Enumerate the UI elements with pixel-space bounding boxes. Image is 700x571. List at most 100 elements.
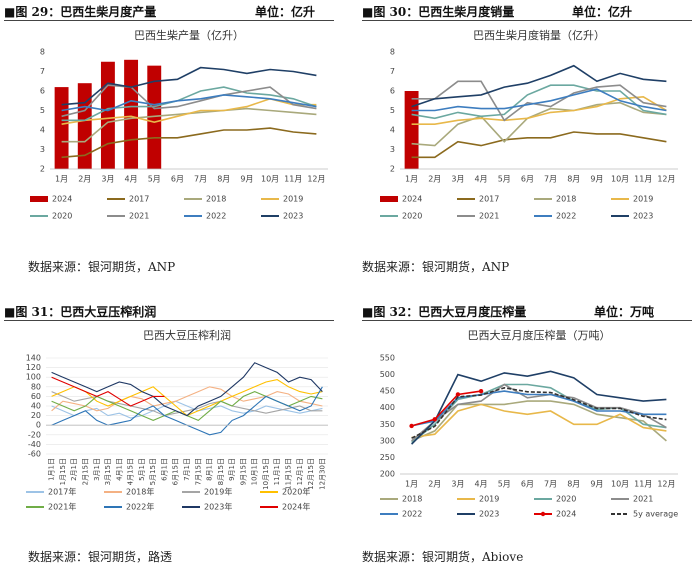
y-tick-label: 20 — [31, 411, 41, 420]
legend-label: 2022 — [206, 212, 226, 221]
legend-label: 2021年 — [48, 502, 76, 512]
x-tick-label: 5月 — [148, 175, 161, 184]
series-line — [61, 127, 317, 159]
x-tick-label: 7月15日 — [194, 458, 202, 485]
x-tick-label: 10月 — [261, 175, 279, 184]
x-tick-label: 9月 — [240, 175, 253, 184]
x-tick-label: 8月 — [217, 175, 230, 184]
y-tick-label: 60 — [31, 392, 41, 401]
x-tick-label: 7月1日 — [183, 458, 191, 481]
series-line — [411, 84, 667, 120]
x-tick-label: 8月 — [567, 480, 580, 489]
unit: 单位：亿升 — [255, 5, 316, 19]
y-tick-label: -40 — [28, 440, 41, 449]
legend-label: 2019 — [633, 195, 653, 204]
x-tick-label: 7月 — [544, 175, 557, 184]
unit: 单位：万吨 — [594, 305, 655, 319]
y-tick-label: 0 — [36, 421, 41, 430]
series-line — [411, 64, 667, 108]
x-tick-label: 9月 — [590, 175, 603, 184]
bar — [147, 65, 162, 169]
x-tick-label: 5月1日 — [138, 458, 146, 481]
legend-label: 2020 — [556, 495, 576, 504]
rule — [4, 20, 334, 21]
series-line — [411, 386, 667, 439]
legend-label: 2023 — [283, 212, 303, 221]
y-tick-label: -20 — [28, 430, 41, 439]
caption-text: 图 30：巴西生柴月度销量 — [373, 5, 515, 19]
x-tick-label: 6月15日 — [172, 458, 180, 485]
x-tick-label: 6月 — [521, 480, 534, 489]
series-line — [411, 95, 667, 125]
series-line — [411, 80, 667, 122]
legend-label: 2022 — [402, 510, 422, 519]
x-tick-label: 5月15日 — [149, 458, 157, 485]
y-tick-label: 80 — [31, 382, 41, 391]
rule — [362, 320, 692, 321]
chart-title: 巴西生柴产量（亿升） — [134, 28, 244, 42]
y-tick-label: 3 — [40, 145, 45, 154]
x-tick-label: 1月15日 — [59, 458, 67, 485]
x-tick-label: 6月 — [171, 175, 184, 184]
chart-title: 巴西大豆压榨利润 — [143, 328, 231, 342]
x-tick-label: 1月 — [405, 480, 418, 489]
series-line — [61, 94, 317, 112]
y-tick-label: 200 — [380, 470, 395, 479]
bar — [100, 61, 115, 169]
source: 数据来源：银河期货，路透 — [28, 550, 173, 564]
series-line — [61, 84, 317, 118]
legend-label: 2019 — [283, 195, 303, 204]
legend-label: 2022年 — [126, 502, 154, 512]
y-tick-label: 350 — [380, 420, 395, 429]
y-tick-label: 8 — [40, 48, 45, 57]
series-line — [411, 383, 667, 442]
legend-marker — [540, 511, 546, 517]
legend-label: 5y average — [633, 510, 678, 519]
x-tick-label: 2月15日 — [81, 458, 89, 485]
y-tick-label: 7 — [390, 67, 395, 76]
x-tick-label: 4月 — [475, 175, 488, 184]
caption-text: 图 31：巴西大豆压榨利润 — [15, 305, 157, 319]
y-tick-label: 450 — [380, 387, 395, 396]
x-tick-label: 2月 — [428, 175, 441, 184]
caption: ■图 30：巴西生柴月度销量 — [362, 5, 515, 19]
y-tick-label: 7 — [40, 67, 45, 76]
series-line — [411, 370, 667, 445]
x-tick-label: 12月 — [657, 175, 675, 184]
legend-label: 2023 — [633, 212, 653, 221]
caption: ■图 29：巴西生柴月度产量 — [4, 5, 157, 19]
x-tick-label: 7月 — [544, 480, 557, 489]
x-tick-label: 3月 — [451, 175, 464, 184]
rule — [4, 320, 334, 321]
legend-label: 2018年 — [126, 487, 154, 497]
chart-title: 巴西大豆月度压榨量（万吨） — [468, 328, 611, 342]
x-tick-label: 12月15日 — [307, 458, 315, 490]
y-tick-label: 100 — [26, 373, 41, 382]
chart: 巴西生柴产量（亿升） 2 3 4 5 6 7 8 1月 2月 3月 4月 5月 6月 7月 8月 9月 10月 11… — [30, 28, 328, 221]
legend-label: 2021 — [479, 212, 499, 221]
y-tick-label: 6 — [390, 87, 395, 96]
x-tick-label: 5月 — [498, 480, 511, 489]
x-tick-label: 2月 — [78, 175, 91, 184]
y-tick-label: 300 — [380, 436, 395, 445]
y-tick-label: 5 — [390, 106, 395, 115]
bar — [124, 59, 139, 169]
x-tick-label: 8月15日 — [217, 458, 225, 485]
series-line — [411, 390, 482, 427]
caption: ■图 31：巴西大豆压榨利润 — [4, 305, 157, 319]
source: 数据来源：银河期货，ANP — [28, 260, 176, 274]
chart: 巴西生柴月度销量（亿升） 2 3 4 5 6 7 8 1月 2月 3月 4月 5月 6月 7月 8月 9月 10月… — [380, 28, 678, 221]
x-tick-label: 11月 — [634, 175, 652, 184]
legend-label: 2021 — [129, 212, 149, 221]
x-tick-label: 9月1日 — [228, 458, 236, 481]
x-tick-label: 11月 — [284, 175, 302, 184]
y-tick-label: 40 — [31, 402, 41, 411]
legend-label: 2024年 — [282, 502, 310, 512]
x-tick-label: 10月15日 — [262, 458, 270, 490]
y-tick-label: 250 — [380, 453, 395, 462]
y-tick-label: 5 — [40, 106, 45, 115]
point — [409, 423, 414, 429]
x-tick-label: 8月1日 — [206, 458, 214, 481]
legend-label: 2023 — [479, 510, 499, 519]
